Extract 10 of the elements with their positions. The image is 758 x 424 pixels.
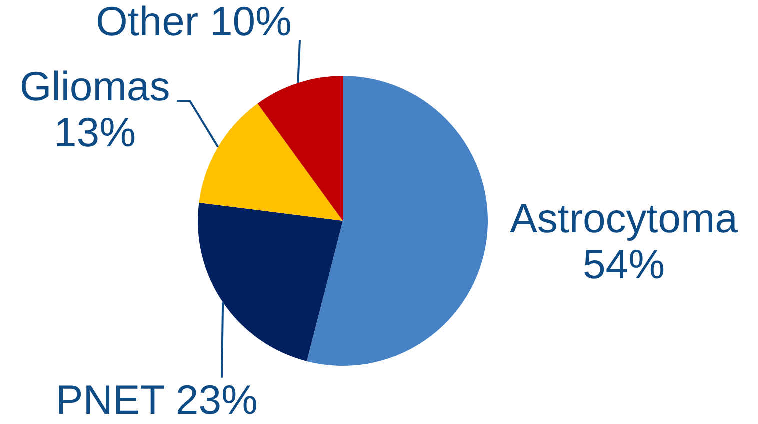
pie-slice <box>198 202 343 362</box>
slice-label: Gliomas <box>20 63 170 110</box>
slice-label: PNET 23% <box>56 376 258 423</box>
slice-label: Other 10% <box>96 0 292 44</box>
pie-slice <box>199 104 343 221</box>
data-label: 13% <box>54 109 136 156</box>
pie-slice <box>258 76 343 221</box>
pie-slice <box>306 76 488 366</box>
data-label: 54% <box>582 242 666 288</box>
slice-label: Astrocytoma <box>510 196 738 242</box>
